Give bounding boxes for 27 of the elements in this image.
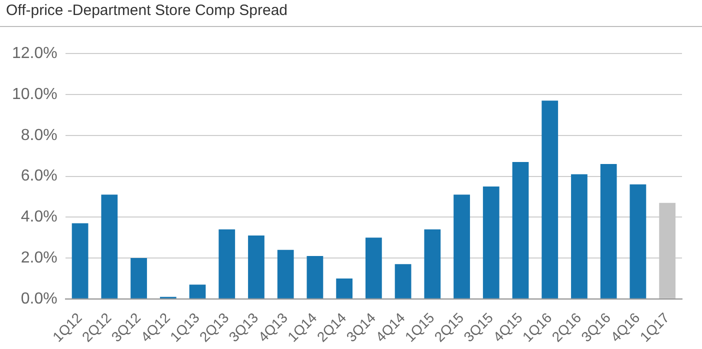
bar [630,184,646,298]
bar [600,164,617,298]
y-tick-label: 6.0% [20,168,58,185]
y-tick-label: 4.0% [20,208,58,226]
bar [571,174,588,298]
chart-title: Off-price -Department Store Comp Spread [6,2,288,19]
bar [394,264,412,298]
bar [277,250,294,298]
bar [189,284,206,298]
bar [218,229,236,298]
bar [512,162,529,298]
bar [72,223,88,298]
y-tick-label: 8.0% [20,126,58,144]
bar [542,100,558,298]
y-tick-label: 12.0% [12,45,58,62]
y-tick-label: 10.0% [12,86,58,103]
bar [336,278,353,298]
y-tick-label: 0.0% [20,290,58,308]
bar [130,258,147,298]
bar [454,194,470,298]
bar [101,194,118,298]
y-tick-label: 2.0% [20,249,58,266]
bar [248,236,264,298]
bar [365,238,382,298]
bar [424,229,441,298]
bar [306,256,324,298]
bar [482,186,500,298]
